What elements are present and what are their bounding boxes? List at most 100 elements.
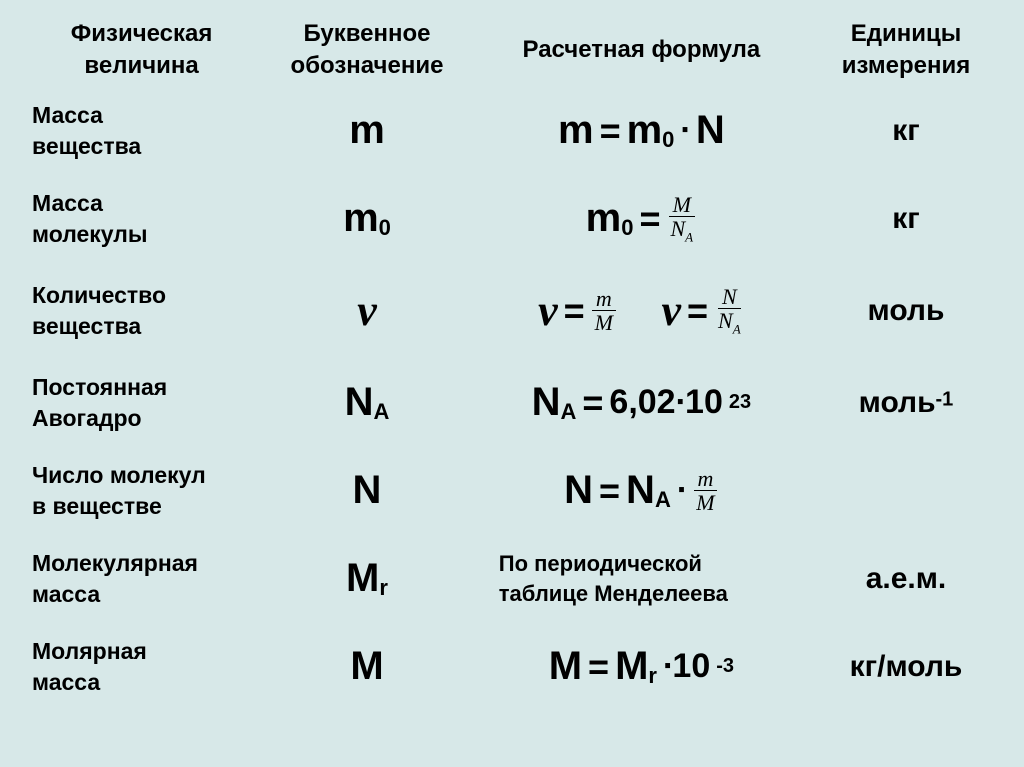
cell-name: Число молекул в веществе xyxy=(24,447,259,535)
dot: ∙ xyxy=(680,111,689,150)
fraction-m-over-m: m M xyxy=(591,287,617,334)
cell-unit: моль xyxy=(808,263,1004,359)
frac-num: M xyxy=(669,193,695,217)
cell-name: Масса вещества xyxy=(24,87,259,175)
hdr-txt: Расчетная формула xyxy=(523,36,761,63)
cell-formula: ν = m M ν = N NA xyxy=(475,263,808,359)
f-nu-2: ν xyxy=(661,285,681,336)
cell-unit: а.е.м. xyxy=(808,535,1004,623)
symbol-molar-m: M xyxy=(350,644,383,688)
f-rhs-a: m xyxy=(627,108,663,152)
hdr-txt: Буквенное xyxy=(303,20,430,47)
cell-symbol: m xyxy=(259,87,475,175)
eq-sign: = xyxy=(639,198,660,240)
row-amount-substance: Количество вещества ν ν = m M ν = xyxy=(24,263,1004,359)
cell-unit: моль-1 xyxy=(808,359,1004,447)
f-mr-sub: r xyxy=(648,663,657,688)
f-lhs-sub: 0 xyxy=(621,215,633,240)
hdr-txt: Физическая xyxy=(71,20,213,47)
row-mass-substance: Масса вещества m m = m0 ∙ N кг xyxy=(24,87,1004,175)
avogadro-exp: 23 xyxy=(729,391,751,414)
f-exp: -3 xyxy=(716,655,734,678)
fraction-n-over-na: N NA xyxy=(714,285,745,336)
frac-den: M xyxy=(591,311,617,334)
frac-den-sub: A xyxy=(733,322,741,337)
cell-symbol: ν xyxy=(259,263,475,359)
symbol-na-sub: A xyxy=(373,399,389,424)
frac-num: N xyxy=(718,285,741,309)
table-header: Физическая величина Буквенное обозначени… xyxy=(24,14,1004,87)
unit-mol-1: моль xyxy=(859,386,936,419)
symbol-m0-main: m xyxy=(343,196,379,240)
cell-formula: N = NA ∙ m M xyxy=(475,447,808,535)
txt: Масса xyxy=(32,190,103,216)
f-rhs-sub: 0 xyxy=(662,127,674,152)
header-units: Единицы измерения xyxy=(808,14,1004,87)
hdr-txt: измерения xyxy=(842,52,970,79)
avogadro-value: 6,02∙10 xyxy=(609,383,722,422)
eq-sign: = xyxy=(687,290,708,332)
cell-name: Масса молекулы xyxy=(24,175,259,263)
cell-formula: m0 = M NA xyxy=(475,175,808,263)
hdr-txt: обозначение xyxy=(291,52,444,79)
txt: Молекулярная xyxy=(32,550,198,576)
eq-sign: = xyxy=(588,646,609,688)
symbol-na-main: N xyxy=(345,380,374,424)
header-formula: Расчетная формула xyxy=(475,14,808,87)
cell-formula: m = m0 ∙ N xyxy=(475,87,808,175)
header-symbol: Буквенное обозначение xyxy=(259,14,475,87)
txt: молекулы xyxy=(32,221,148,247)
frac-den-main: N xyxy=(670,216,685,241)
txt: масса xyxy=(32,581,100,607)
frac-den-main: N xyxy=(718,308,733,333)
txt: Число молекул xyxy=(32,462,206,488)
unit-aem: а.е.м. xyxy=(866,562,947,595)
dot: ∙ xyxy=(677,471,686,510)
unit-kg: кг xyxy=(892,114,920,147)
txt: масса xyxy=(32,669,100,695)
header-quantity: Физическая величина xyxy=(24,14,259,87)
txt: По периодической xyxy=(499,551,702,576)
cell-formula: NA = 6,02∙1023 xyxy=(475,359,808,447)
f-nu-1: ν xyxy=(538,285,558,336)
txt: Авогадро xyxy=(32,405,142,431)
symbol-mr-sub: r xyxy=(379,575,388,600)
txt: Количество xyxy=(32,282,166,308)
txt: таблице Менделеева xyxy=(499,581,728,606)
row-molar-mass: Молярная масса M M = Mr ∙10-3 кг/моль xyxy=(24,623,1004,711)
cell-formula: По периодической таблице Менделеева xyxy=(475,535,808,623)
eq-sign: = xyxy=(564,290,585,332)
cell-symbol: Mr xyxy=(259,535,475,623)
row-mass-molecule: Масса молекулы m0 m0 = M NA xyxy=(24,175,1004,263)
txt: в веществе xyxy=(32,493,162,519)
row-num-molecules: Число молекул в веществе N N = NA ∙ m M xyxy=(24,447,1004,535)
cell-symbol: M xyxy=(259,623,475,711)
symbol-m0-sub: 0 xyxy=(379,215,391,240)
txt: Молярная xyxy=(32,638,147,664)
hdr-txt: Единицы xyxy=(851,20,962,47)
cell-name: Молекулярная масса xyxy=(24,535,259,623)
cell-unit: кг/моль xyxy=(808,623,1004,711)
physics-table-page: Физическая величина Буквенное обозначени… xyxy=(0,0,1024,767)
cell-symbol: m0 xyxy=(259,175,475,263)
cell-unit: кг xyxy=(808,87,1004,175)
f-na-sub: A xyxy=(655,487,671,512)
cell-name: Молярная масса xyxy=(24,623,259,711)
frac-num: m xyxy=(694,467,718,491)
f-tail: ∙10 xyxy=(663,647,710,686)
txt: вещества xyxy=(32,313,141,339)
row-molecular-mass: Молекулярная масса Mr По периодической т… xyxy=(24,535,1004,623)
f-lhs: M xyxy=(549,644,582,689)
cell-symbol: N xyxy=(259,447,475,535)
hdr-txt: величина xyxy=(84,52,198,79)
fraction-m-over-m: m M xyxy=(692,467,718,514)
fraction-m-over-na: M NA xyxy=(666,193,697,244)
cell-symbol: NA xyxy=(259,359,475,447)
quantities-table: Физическая величина Буквенное обозначени… xyxy=(24,14,1004,711)
f-na-main: N xyxy=(626,468,655,512)
cell-name: Постоянная Авогадро xyxy=(24,359,259,447)
eq-sign: = xyxy=(582,382,603,424)
symbol-mr-main: M xyxy=(346,556,379,600)
f-lhs-main: N xyxy=(532,380,561,424)
cell-unit: кг xyxy=(808,175,1004,263)
